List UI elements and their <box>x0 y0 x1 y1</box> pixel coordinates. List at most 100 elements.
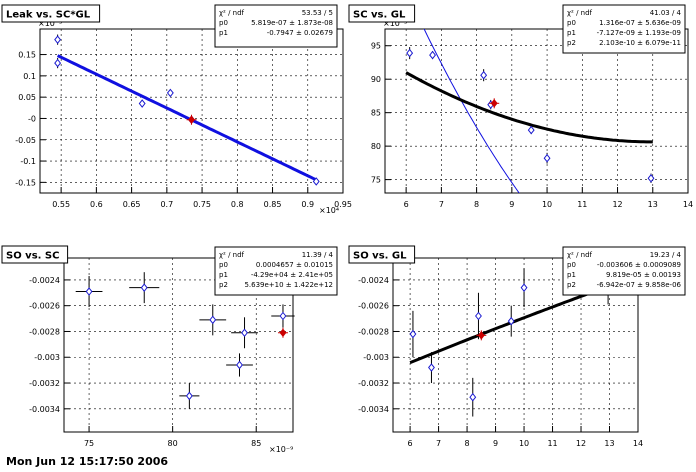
stats-param-name: p2 <box>567 39 576 47</box>
stats-param-name: p1 <box>567 29 576 37</box>
stats-param-name: p0 <box>567 261 576 269</box>
y-tick-label: -0.0026 <box>358 302 389 311</box>
chart-panel-4: 6 7 8 9 10 11 12 13 14 -0.0034 -0.0032 -0.003 -0.002… <box>348 245 686 448</box>
y-tick-label: -0.1 <box>20 157 36 166</box>
diamond-marker <box>480 70 488 80</box>
y-tick-label: 85 <box>371 109 381 118</box>
stats-param-value: -7.127e-09 ± 1.193e-09 <box>597 29 681 37</box>
diamond-marker <box>527 125 535 135</box>
stats-box-frame <box>214 4 338 48</box>
stats-param-name: p1 <box>219 271 228 279</box>
x-tick-label: 85 <box>251 439 261 448</box>
x-tick-label: 14 <box>633 439 643 448</box>
stats-chi2-label: χ² / ndf <box>567 251 593 259</box>
x-tick-label: 6 <box>404 200 409 209</box>
stats-param-value: -6.942e-07 ± 9.858e-06 <box>597 281 682 289</box>
data-point <box>406 47 414 60</box>
stats-param-value: 5.819e-07 ± 1.873e-08 <box>251 19 333 27</box>
y-tick-label: 95 <box>371 42 381 51</box>
diamond-marker <box>85 287 93 296</box>
diamond-marker <box>507 316 515 326</box>
fit-curve <box>405 71 653 144</box>
x-tick-label: 7 <box>439 200 444 209</box>
diamond-marker <box>54 58 62 68</box>
stats-param-name: p0 <box>567 19 576 27</box>
data-point <box>271 304 295 328</box>
diamond-marker <box>138 99 146 108</box>
stats-box: χ² / ndf 41.03 / 4 p0 1.316e-07 ± 5.636e-09… <box>562 4 686 54</box>
x-tick-label: 0.8 <box>231 200 244 209</box>
x-tick-label: 12 <box>612 200 622 209</box>
stats-chi2-label: χ² / ndf <box>219 251 245 259</box>
x-tick-label: 0.9 <box>301 200 314 209</box>
data-point <box>475 292 482 340</box>
stats-box: χ² / ndf 53.53 / 5 p0 5.819e-07 ± 1.873e-08… <box>214 4 338 48</box>
stats-param-value: 2.103e-10 ± 6.079e-11 <box>599 39 681 47</box>
stats-param-value: 5.639e+10 ± 1.422e+12 <box>244 281 333 289</box>
x-tick-label: 0.95 <box>334 200 352 209</box>
x-tick-label: 0.55 <box>52 200 70 209</box>
diamond-marker <box>241 328 248 338</box>
x-tick-label: 75 <box>84 439 94 448</box>
y-tick-label: 0.15 <box>18 51 36 60</box>
diamond-marker <box>279 311 287 321</box>
y-tick-label: -0.0026 <box>29 302 60 311</box>
chart-panel-3: 75 80 85 -0.0034 -0.0032 -0.003 -0.0028 -0.0026… <box>1 245 338 454</box>
diamond-marker <box>647 173 655 183</box>
diamond-marker <box>429 50 437 60</box>
x-tick-label: 0.6 <box>90 200 103 209</box>
title-box <box>1 245 69 264</box>
x-tick-label: 0.7 <box>160 200 173 209</box>
y-tick-label: 75 <box>371 176 381 185</box>
y-tick-label: -0.0032 <box>29 379 60 388</box>
stats-param-value: -0.7947 ± 0.02679 <box>267 29 333 37</box>
stats-chi2-value: 19.23 / 4 <box>650 251 682 259</box>
stats-chi2-value: 41.03 / 4 <box>650 9 682 17</box>
diamond-marker <box>520 283 528 292</box>
data-point <box>179 383 200 409</box>
title-box <box>348 4 416 23</box>
diamond-marker <box>312 177 320 186</box>
data-point <box>199 304 227 336</box>
x-tick-label: 6 <box>408 439 413 448</box>
x-tick-label: 0.85 <box>264 200 282 209</box>
y-tick-label: 0.05 <box>18 93 36 102</box>
data-point <box>647 173 655 183</box>
y-tick-label: -0.0034 <box>358 405 389 414</box>
stats-box: χ² / ndf 19.23 / 4 p0 -0.003606 ± 0.0009089… <box>562 246 686 296</box>
data-point <box>54 57 62 69</box>
data-point <box>231 317 258 349</box>
stats-param-value: -0.003606 ± 0.0009089 <box>597 261 681 269</box>
y-tick-label: -0.003 <box>363 353 389 362</box>
data-point <box>138 99 146 108</box>
y-tick-label: -0.003 <box>34 353 60 362</box>
diamond-marker <box>166 88 174 98</box>
data-point <box>429 50 437 60</box>
diamond-marker <box>236 360 243 370</box>
fit-curve <box>56 54 317 182</box>
diamond-marker <box>406 48 414 58</box>
x-tick-label: 13 <box>604 439 614 448</box>
plot-frame <box>39 28 344 194</box>
chart-title: Leak vs. SC*GL <box>6 10 91 21</box>
y-tick-label: -0.05 <box>15 136 36 145</box>
y-tick-label: -0.15 <box>15 178 36 187</box>
x-axis-multiplier: ×10⁻⁹ <box>269 445 293 454</box>
y-tick-label: -0.0024 <box>358 276 389 285</box>
x-tick-label: 9 <box>493 439 498 448</box>
stats-box-frame <box>214 246 338 296</box>
x-tick-label: 13 <box>648 200 658 209</box>
stats-param-name: p2 <box>567 281 576 289</box>
stats-param-name: p0 <box>219 19 228 27</box>
stats-param-name: p0 <box>219 261 228 269</box>
stats-box-frame <box>562 246 686 296</box>
diamond-marker <box>209 315 217 325</box>
chart-title: SO vs. SC <box>6 251 59 262</box>
y-tick-label: -0 <box>28 114 36 123</box>
x-tick-label: 10 <box>519 439 529 448</box>
data-point <box>520 268 528 307</box>
stats-chi2-value: 11.39 / 4 <box>302 251 334 259</box>
data-point <box>226 353 253 377</box>
diamond-marker <box>185 391 193 401</box>
chart-panel-2: 6 7 8 9 10 11 12 13 14 75 80 85 90 95 ×10⁻³SC vs. GL χ²… <box>348 4 693 209</box>
